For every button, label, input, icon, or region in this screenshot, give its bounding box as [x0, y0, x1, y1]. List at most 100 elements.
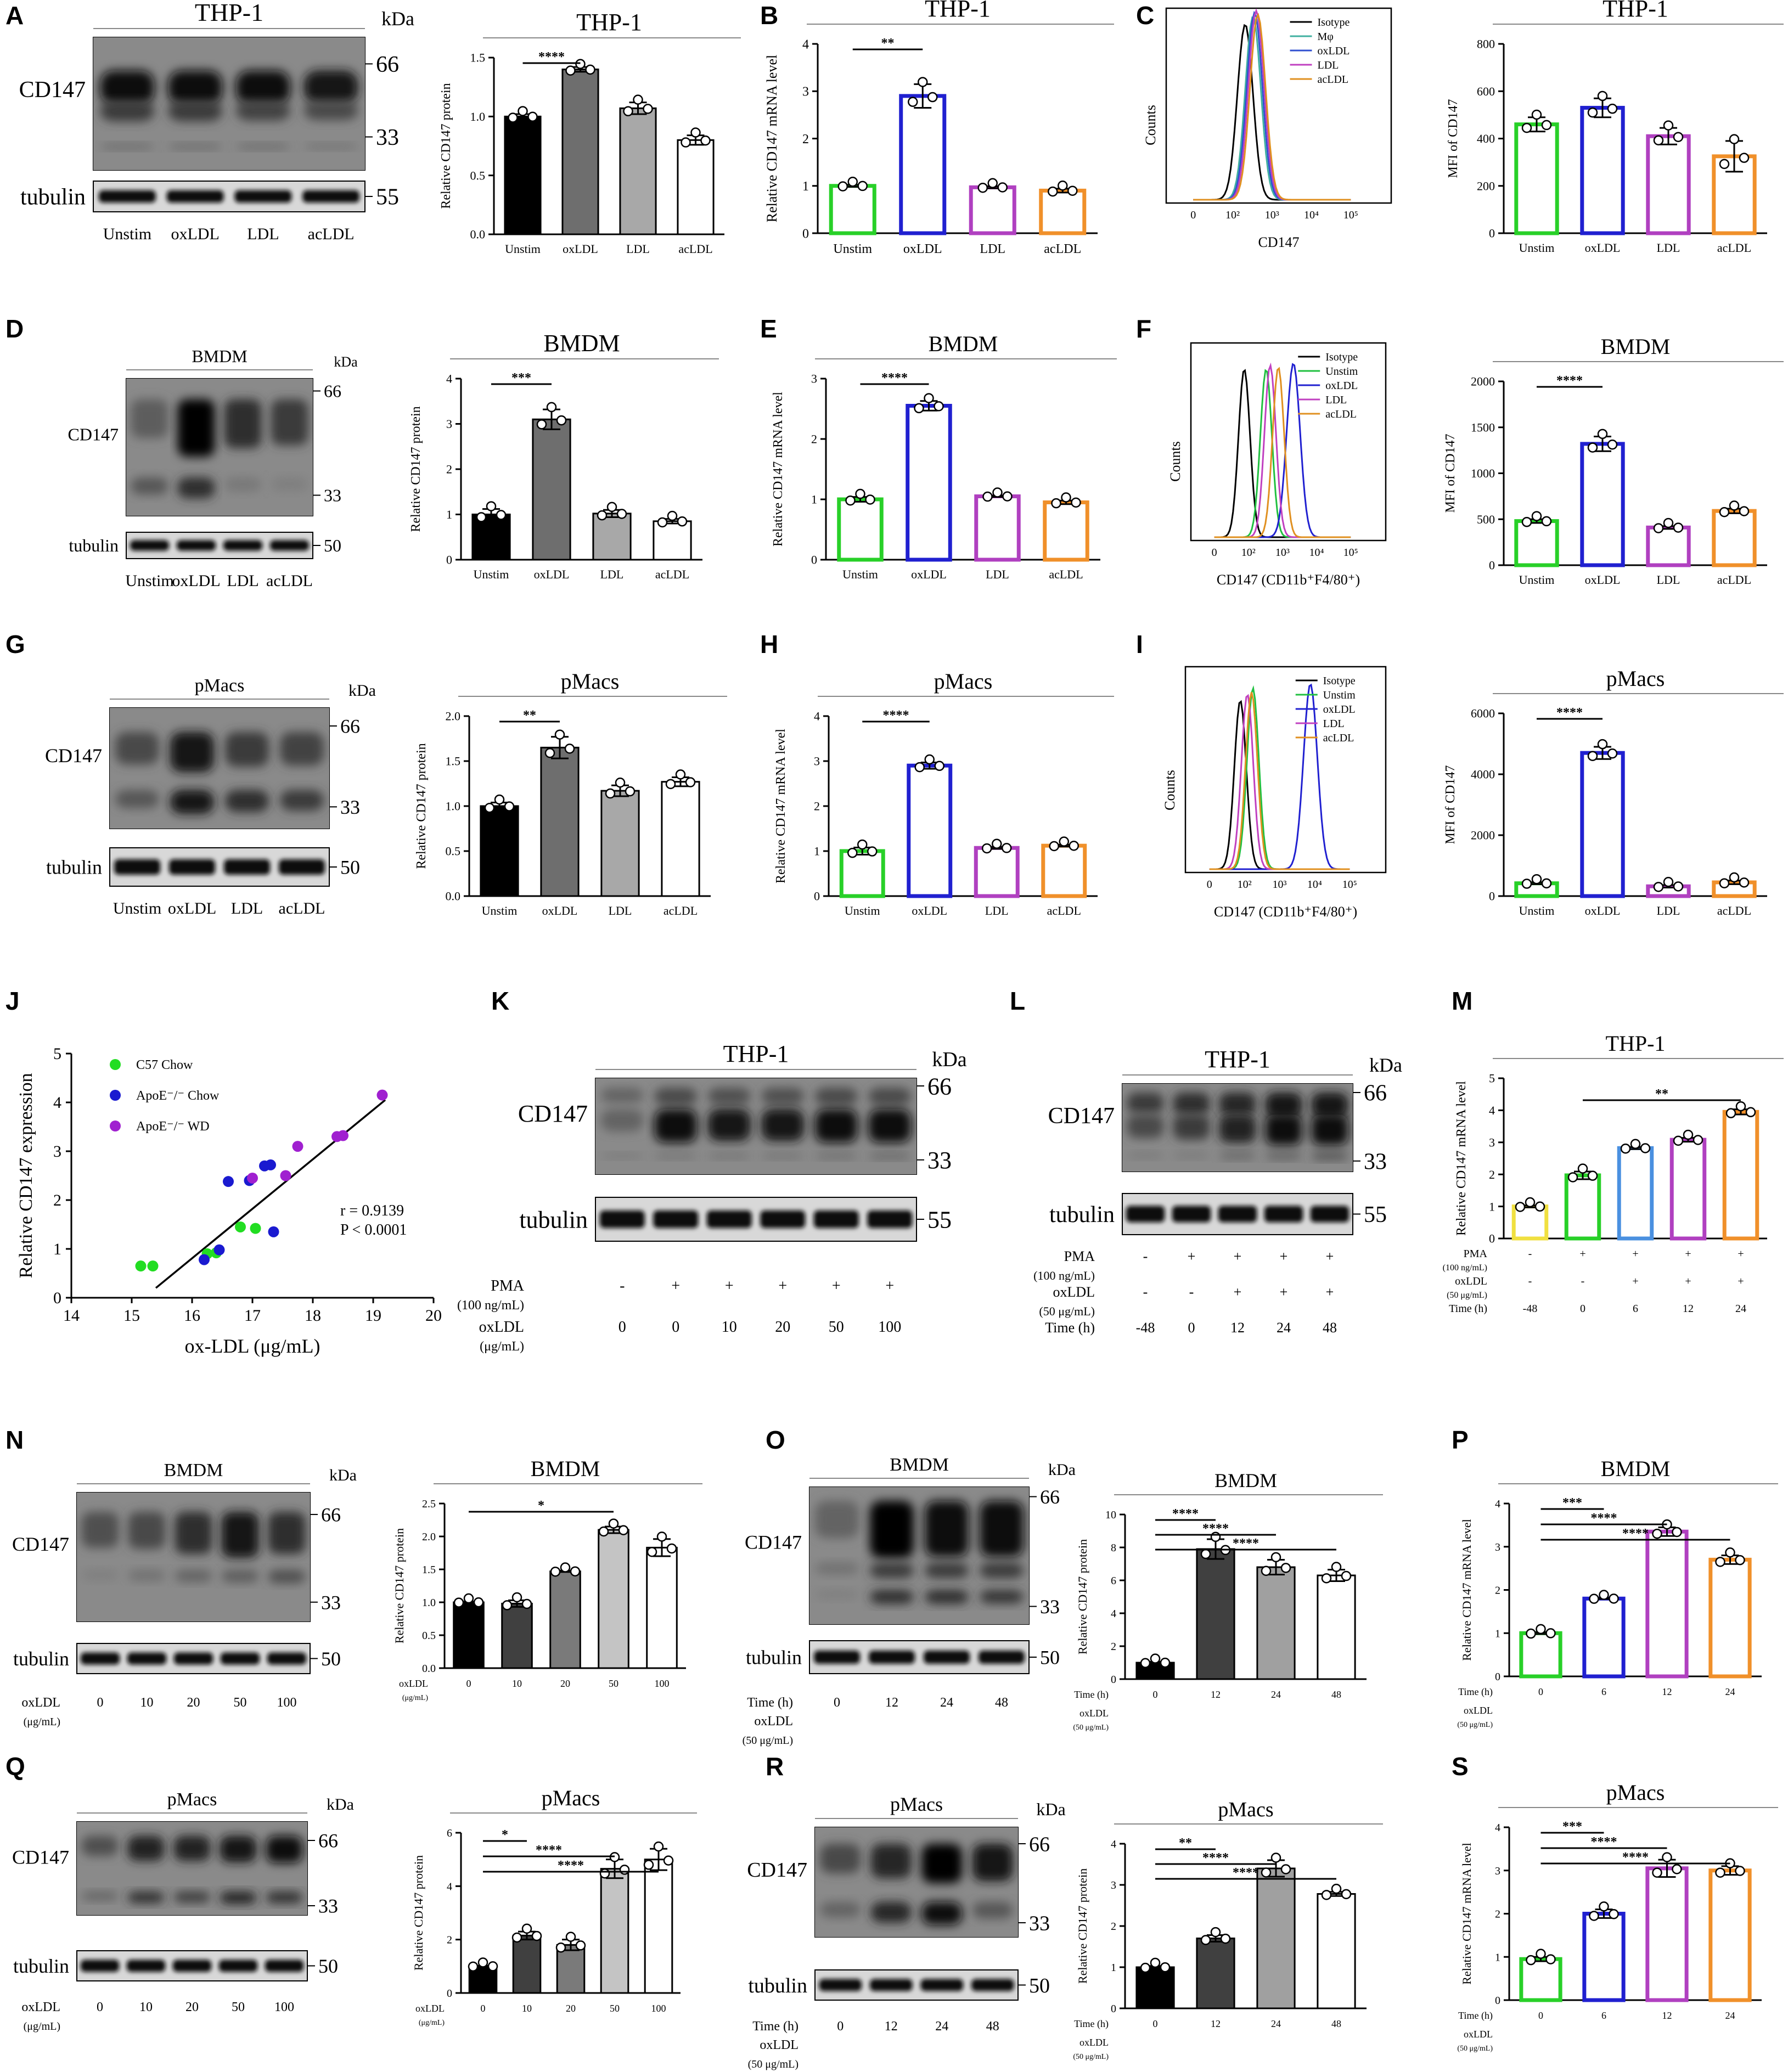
data-point — [924, 754, 935, 765]
band — [814, 1153, 858, 1159]
blot-title: THP-1 — [1205, 1046, 1270, 1073]
band — [921, 1844, 963, 1883]
data-point — [616, 509, 627, 519]
data-point — [1607, 748, 1618, 759]
y-tick-label: 0 — [811, 553, 817, 567]
x-axis-label: CD147 (CD11b⁺F4/80⁺) — [1214, 904, 1357, 920]
condition-label: Time (h) — [1074, 1689, 1109, 1701]
significance-label: ** — [881, 36, 895, 50]
data-point — [1609, 1909, 1619, 1919]
y-tick-label: 1.0 — [446, 799, 461, 813]
band — [1219, 1093, 1256, 1116]
band — [868, 1109, 912, 1143]
y-tick-label: 0.5 — [446, 844, 461, 858]
condition-value: 0 — [1580, 1303, 1585, 1315]
x-tick-label: acLDL — [1047, 904, 1081, 917]
condition-value: - — [1528, 1248, 1532, 1260]
chart-title: pMacs — [1606, 666, 1665, 691]
significance-label: **** — [1556, 374, 1583, 388]
condition-value: 24 — [940, 1696, 953, 1710]
band — [175, 1570, 212, 1582]
condition-label: Time (h) — [752, 2019, 799, 2034]
y-tick-label: 0 — [1495, 1671, 1500, 1683]
condition-unit: (μg/mL) — [402, 1694, 428, 1702]
condition-label: Time (h) — [1449, 1303, 1487, 1315]
band — [81, 1835, 119, 1856]
condition-value: - — [1189, 1284, 1194, 1300]
y-tick-label: 2 — [1489, 1168, 1495, 1181]
panel-letter: N — [5, 1426, 24, 1454]
scatter-point — [250, 1223, 261, 1234]
significance-label: ** — [523, 708, 536, 723]
x-tick-label: acLDL — [1717, 573, 1751, 587]
loading-band — [130, 540, 170, 551]
condition-label: PMA — [1064, 1248, 1095, 1264]
scatter-point — [376, 1089, 388, 1101]
protein-label: CD147 — [12, 1533, 69, 1555]
condition-value: 10 — [522, 2003, 532, 2014]
bar-chart: BMDM 0 1 2 3 Relative CD147 mRNA level Unstim o… — [771, 331, 1117, 581]
condition-value: 6 — [1601, 1686, 1606, 1697]
y-tick-label: 4 — [447, 1880, 452, 1893]
data-point — [1577, 1163, 1588, 1174]
western-blot: THP-1 kDa 66 33 CD147 55 tubulin Unstim oxLDL LDL… — [19, 0, 414, 243]
bar — [974, 494, 1021, 562]
data-point — [486, 501, 497, 511]
data-point — [1663, 517, 1674, 528]
data-point — [847, 848, 858, 858]
bar — [1041, 843, 1087, 898]
data-point — [504, 801, 515, 812]
condition-value: 48 — [1331, 1689, 1341, 1700]
band — [654, 1153, 698, 1159]
data-point — [677, 516, 688, 527]
loading-band — [302, 190, 360, 203]
bar — [829, 184, 876, 235]
data-point — [685, 777, 696, 787]
data-point — [934, 401, 944, 412]
data-point — [1672, 1864, 1682, 1874]
bar — [1519, 1957, 1562, 2002]
scatter-point — [265, 1159, 276, 1170]
data-point — [982, 491, 993, 502]
band — [303, 143, 358, 150]
y-tick-label: 200 — [1477, 179, 1495, 193]
data-point — [1534, 1201, 1545, 1212]
x-tick-label: 10³ — [1275, 547, 1290, 559]
data-point — [1735, 1866, 1745, 1876]
legend-marker — [110, 1121, 121, 1131]
data-point — [1597, 91, 1608, 102]
legend-label: ApoE⁻/⁻ WD — [136, 1119, 210, 1134]
loading-label: tubulin — [748, 1974, 807, 1997]
data-point — [663, 1855, 674, 1866]
bar — [1646, 134, 1691, 235]
band — [921, 1902, 963, 1925]
y-tick-label: 0.0 — [446, 889, 461, 903]
loading-label: tubulin — [519, 1206, 588, 1233]
lane-label: oxLDL — [172, 572, 220, 590]
protein-label: CD147 — [19, 77, 86, 103]
y-tick-label: 0 — [1489, 1232, 1495, 1246]
data-point — [1531, 874, 1542, 885]
loading-label: tubulin — [746, 1647, 802, 1669]
condition-value: 24 — [1725, 1686, 1735, 1697]
blot-title: THP-1 — [195, 0, 263, 26]
y-tick-label: 4 — [1489, 1103, 1495, 1117]
data-point — [1140, 1658, 1151, 1668]
y-tick-label: 0 — [1111, 1674, 1116, 1686]
condition-value: 0 — [97, 2000, 103, 2014]
bar — [653, 520, 692, 561]
condition-value: 20 — [775, 1319, 790, 1336]
data-point — [606, 502, 617, 513]
condition-value: + — [1280, 1248, 1288, 1264]
band — [168, 70, 223, 105]
data-point — [1653, 882, 1664, 892]
condition-value: + — [1234, 1284, 1242, 1300]
y-tick-label: 0 — [802, 227, 809, 241]
histogram-curve — [1214, 367, 1351, 538]
scatter-point — [213, 1244, 225, 1255]
band — [1173, 1093, 1210, 1115]
data-point — [521, 1598, 532, 1609]
loading-label: tubulin — [20, 185, 86, 210]
condition-label: oxLDL — [415, 2003, 445, 2014]
